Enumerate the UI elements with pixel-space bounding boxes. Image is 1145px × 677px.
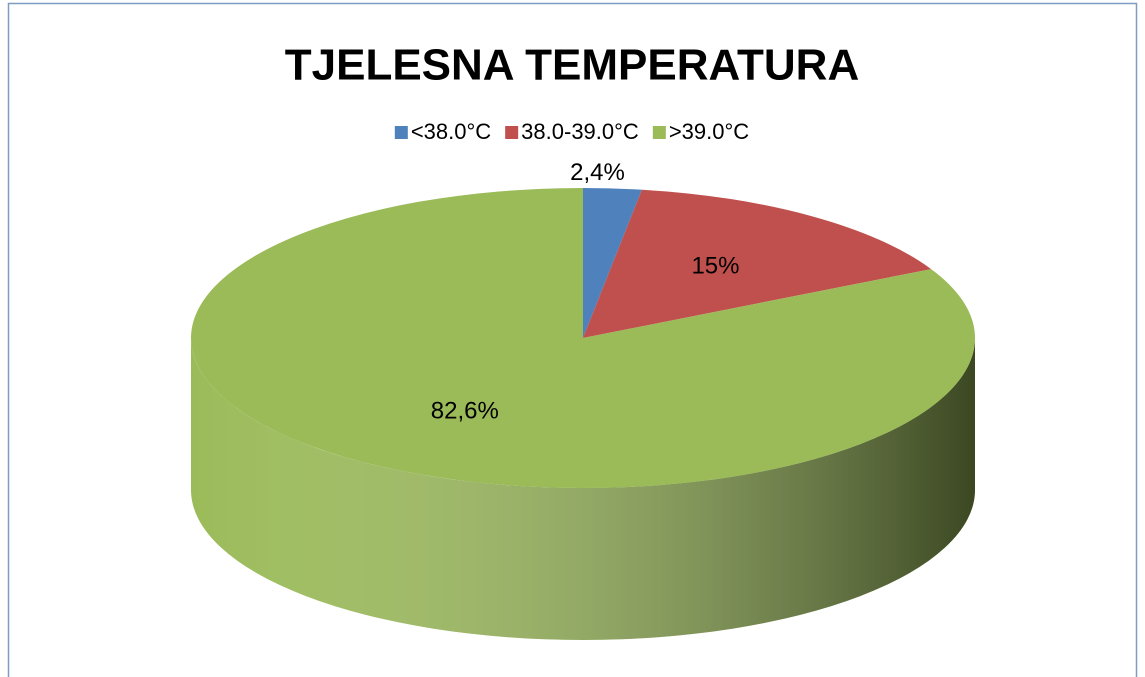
data-label: 2,4% [570, 159, 625, 186]
legend-swatch [394, 126, 408, 139]
legend-label: 38.0-39.0°C [521, 119, 639, 144]
legend-label: >39.0°C [669, 119, 749, 144]
slice-side-shade [191, 338, 975, 640]
legend-swatch [652, 126, 666, 139]
slice [190, 188, 976, 488]
legend-label: <38.0°C [411, 119, 491, 144]
slice [583, 189, 932, 338]
legend: <38.0°C 38.0-39.0°C >39.0°C [394, 119, 749, 144]
slice [583, 188, 642, 338]
chart-border [7, 2, 1138, 677]
chart-title: TJELESNA TEMPERATURA [285, 41, 859, 90]
data-label: 82,6% [431, 398, 499, 425]
legend-swatch [505, 126, 519, 139]
data-label: 15% [691, 253, 739, 280]
